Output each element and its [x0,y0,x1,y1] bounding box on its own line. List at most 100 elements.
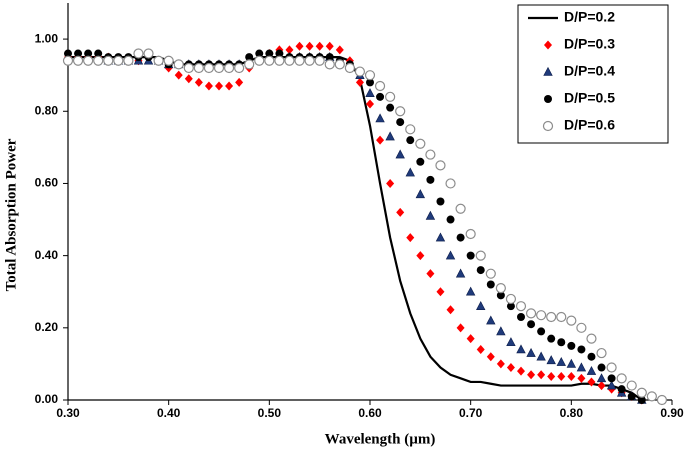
data-point [546,311,557,323]
data-point [486,315,496,325]
data-point [375,113,385,123]
x-tick-label: 0.60 [358,406,382,420]
data-point [466,251,475,260]
y-tick-label: 0.60 [35,176,59,190]
y-tick-label: 0.20 [35,320,59,334]
data-point [587,377,596,387]
data-point [314,55,325,66]
data-point [466,334,475,344]
data-point [576,362,587,372]
y-axis-label: Total Absorption Power [3,138,19,291]
data-point [526,347,536,357]
data-point [223,62,235,74]
data-point [366,78,374,87]
data-point [215,81,223,91]
data-point [324,59,335,70]
data-point [184,74,193,84]
data-point [103,55,114,66]
data-point [606,380,617,390]
data-point [344,62,355,74]
data-point [435,160,446,171]
data-point [456,233,465,242]
data-point [385,131,395,141]
data-point [315,41,324,51]
data-point [334,59,345,70]
data-point [516,344,526,354]
data-point [416,157,425,166]
data-point [475,250,486,261]
data-point [586,333,597,344]
data-point [506,337,516,347]
data-point [517,366,525,376]
data-point [255,49,264,58]
data-point [294,55,305,66]
data-point [435,232,446,242]
data-point [143,48,154,59]
data-point [416,251,425,261]
data-point [405,167,415,177]
data-point [576,322,587,333]
data-point [74,49,83,58]
data-point [93,55,104,66]
data-point [567,341,576,350]
data-point [194,77,203,87]
data-point [506,302,515,311]
data-point [476,266,485,275]
data-point [577,345,586,354]
data-point [396,207,405,217]
data-point [597,363,606,372]
data-point [405,124,416,135]
data-point [496,291,505,300]
data-point [536,310,547,321]
data-point [547,372,556,382]
data-point [406,233,415,243]
data-point [606,362,617,373]
data-point [646,391,657,402]
data-point [83,55,94,66]
series-line [68,56,643,401]
data-point [285,45,294,55]
data-point [415,138,426,149]
data-point [365,88,375,98]
data-point [203,62,215,74]
data-point [486,280,495,289]
data-point [304,55,315,66]
data-point [245,53,254,62]
data-point [84,49,93,58]
data-point [637,396,646,404]
data-point [295,41,304,51]
data-point [496,326,506,336]
data-point [153,55,164,66]
data-point [225,81,234,91]
data-point [627,392,636,401]
data-point [527,320,536,329]
data-point [597,381,606,391]
data-point [204,81,213,91]
data-point [476,301,486,310]
legend-label: D/P=0.4 [564,63,615,79]
legend-label: D/P=0.5 [564,90,615,106]
data-point [374,80,386,92]
data-point [546,355,556,365]
legend-marker [544,40,552,50]
data-point [525,308,537,319]
data-point [596,373,607,383]
y-tick-label: 1.00 [35,31,59,45]
data-point [616,373,627,384]
data-point [547,334,556,343]
data-point [386,178,395,188]
data-point [396,118,405,127]
data-point [495,283,506,294]
data-point [455,203,466,214]
data-point [193,62,204,74]
data-point [335,45,344,55]
x-tick-label: 0.30 [56,406,80,420]
legend-marker [542,120,554,132]
data-point [556,311,567,323]
data-point [406,136,415,145]
x-axis-label: Wavelength (µm) [325,431,436,447]
data-point [515,301,527,312]
data-point [445,250,456,260]
data-point [366,99,374,109]
